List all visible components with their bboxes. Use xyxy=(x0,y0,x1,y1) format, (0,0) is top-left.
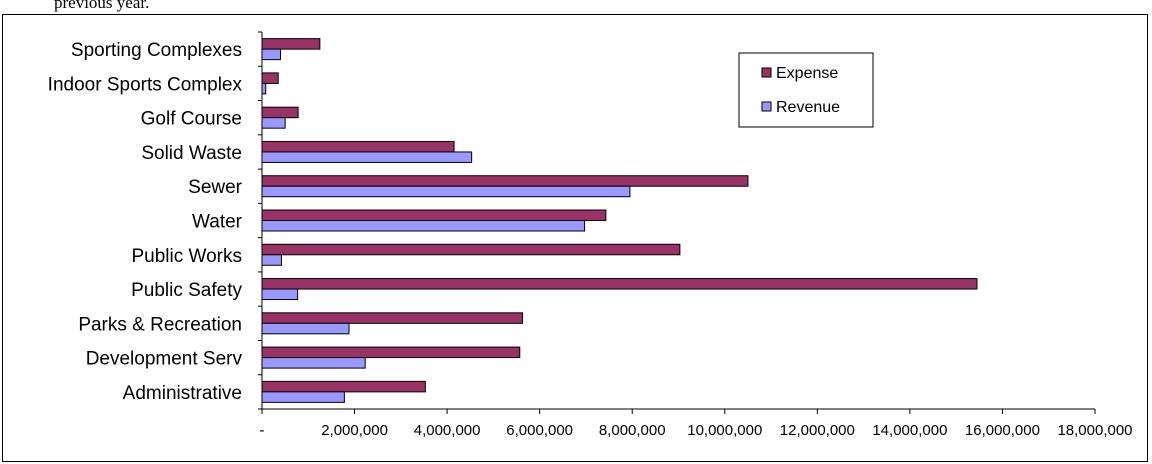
x-tick-label: 16,000,000 xyxy=(965,422,1040,439)
bar-expense xyxy=(261,243,681,256)
category-label: Administrative xyxy=(123,383,242,404)
category-label: Public Works xyxy=(131,246,242,267)
chart-frame xyxy=(2,14,1148,462)
bar-revenue xyxy=(261,254,282,266)
bar-expense xyxy=(261,209,607,221)
bars xyxy=(261,38,978,403)
bar-revenue xyxy=(261,357,366,369)
category-label: Golf Course xyxy=(141,109,242,130)
legend-label-expense: Expense xyxy=(776,65,838,82)
bar-revenue xyxy=(261,391,345,403)
x-tick-label: 10,000,000 xyxy=(687,422,762,439)
bar-revenue xyxy=(261,322,350,335)
bar-expense xyxy=(261,312,524,324)
x-tick-label: 8,000,000 xyxy=(599,422,666,439)
x-tick-label: 2,000,000 xyxy=(321,422,388,439)
legend-box xyxy=(738,52,874,128)
bar-expense xyxy=(261,72,279,84)
bar-expense xyxy=(261,140,455,153)
category-label: Water xyxy=(192,212,243,233)
legend-swatch-expense xyxy=(761,67,772,78)
category-label: Sporting Complexes xyxy=(71,40,242,61)
x-tick-label: 4,000,000 xyxy=(414,422,481,439)
caption-text: previous year. xyxy=(54,0,150,12)
bar-revenue xyxy=(261,288,299,301)
legend-swatch-revenue xyxy=(761,101,772,112)
tick-labels: - 2,000,000 4,000,000 6,000,000 8,000,000 10,… xyxy=(260,422,1133,439)
x-tick-label: 14,000,000 xyxy=(872,422,947,439)
category-label: Indoor Sports Complex xyxy=(48,74,243,95)
x-tick-label: 12,000,000 xyxy=(780,422,855,439)
bar-revenue xyxy=(261,48,282,61)
bar-revenue xyxy=(261,220,586,232)
bar-expense xyxy=(261,278,978,290)
bar-revenue xyxy=(261,151,473,163)
bar-expense xyxy=(261,38,321,50)
bar-revenue xyxy=(261,185,631,198)
category-label: Solid Waste xyxy=(141,143,242,164)
bar-expense xyxy=(261,346,521,359)
legend: Expense Revenue xyxy=(738,52,874,128)
bar-revenue xyxy=(261,117,286,129)
bar-revenue xyxy=(261,82,267,95)
legend-label-revenue: Revenue xyxy=(776,99,840,116)
category-labels: Sporting Complexes Indoor Sports Complex G… xyxy=(48,40,243,404)
x-tick-label: - xyxy=(260,422,265,439)
category-label: Public Safety xyxy=(131,280,242,301)
bar-expense xyxy=(261,380,426,393)
bar-expense xyxy=(261,175,749,187)
category-label: Development Serv xyxy=(86,349,243,370)
x-tick-label: 18,000,000 xyxy=(1057,422,1132,439)
x-tick-label: 6,000,000 xyxy=(506,422,573,439)
category-label: Sewer xyxy=(188,177,243,198)
bar-expense xyxy=(261,106,299,119)
category-label: Parks & Recreation xyxy=(78,314,242,335)
